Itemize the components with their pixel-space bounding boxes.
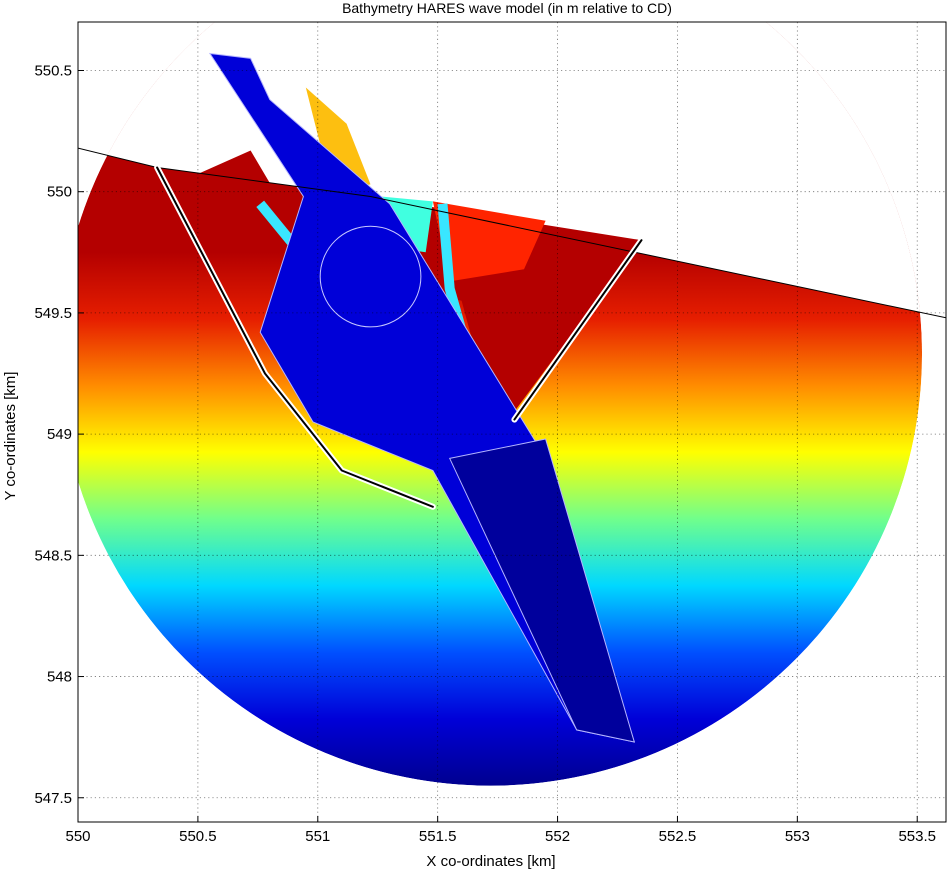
x-tick-label: 550 [65, 828, 90, 845]
x-tick-label: 553 [785, 828, 810, 845]
reclaim-strip [305, 87, 371, 192]
x-axis-label: X co-ordinates [km] [426, 853, 555, 870]
y-tick-label: 549.5 [34, 305, 72, 322]
y-tick-label: 550.5 [34, 62, 72, 79]
x-tick-label: 551 [305, 828, 330, 845]
breakwater-east [513, 239, 643, 421]
turning-circle [319, 225, 422, 328]
x-tick-label: 550.5 [179, 828, 217, 845]
x-tick-label: 552.5 [659, 828, 697, 845]
y-tick-label: 548.5 [34, 547, 72, 564]
y-tick-label: 547.5 [34, 790, 72, 807]
harbour-shallow-zone [169, 150, 642, 435]
x-tick-label: 553.5 [898, 828, 936, 845]
y-axis-label: Y co-ordinates [km] [2, 372, 19, 501]
basin-zone [432, 201, 546, 282]
x-tick-label: 551.5 [419, 828, 457, 845]
bathymetry-field [78, 22, 923, 786]
y-tick-label: 550 [47, 184, 72, 201]
grid-lines [78, 22, 946, 822]
chart-title: Bathymetry HARES wave model (in m relati… [342, 0, 672, 16]
x-tick-label: 552 [545, 828, 570, 845]
breakwater-west [156, 166, 434, 508]
y-axis-ticks: 547.5 548 548.5 549 549.5 550 550.5 [34, 62, 84, 807]
y-tick-label: 548 [47, 669, 72, 686]
outer-channel [448, 438, 636, 743]
harbour-features [78, 147, 946, 510]
y-tick-label: 549 [47, 426, 72, 443]
plot-frame [77, 21, 947, 823]
shoreline [78, 147, 946, 319]
land-area [78, 22, 923, 318]
x-axis-ticks: 550 550.5 551 551.5 552 552.5 553 553.5 [65, 816, 936, 845]
